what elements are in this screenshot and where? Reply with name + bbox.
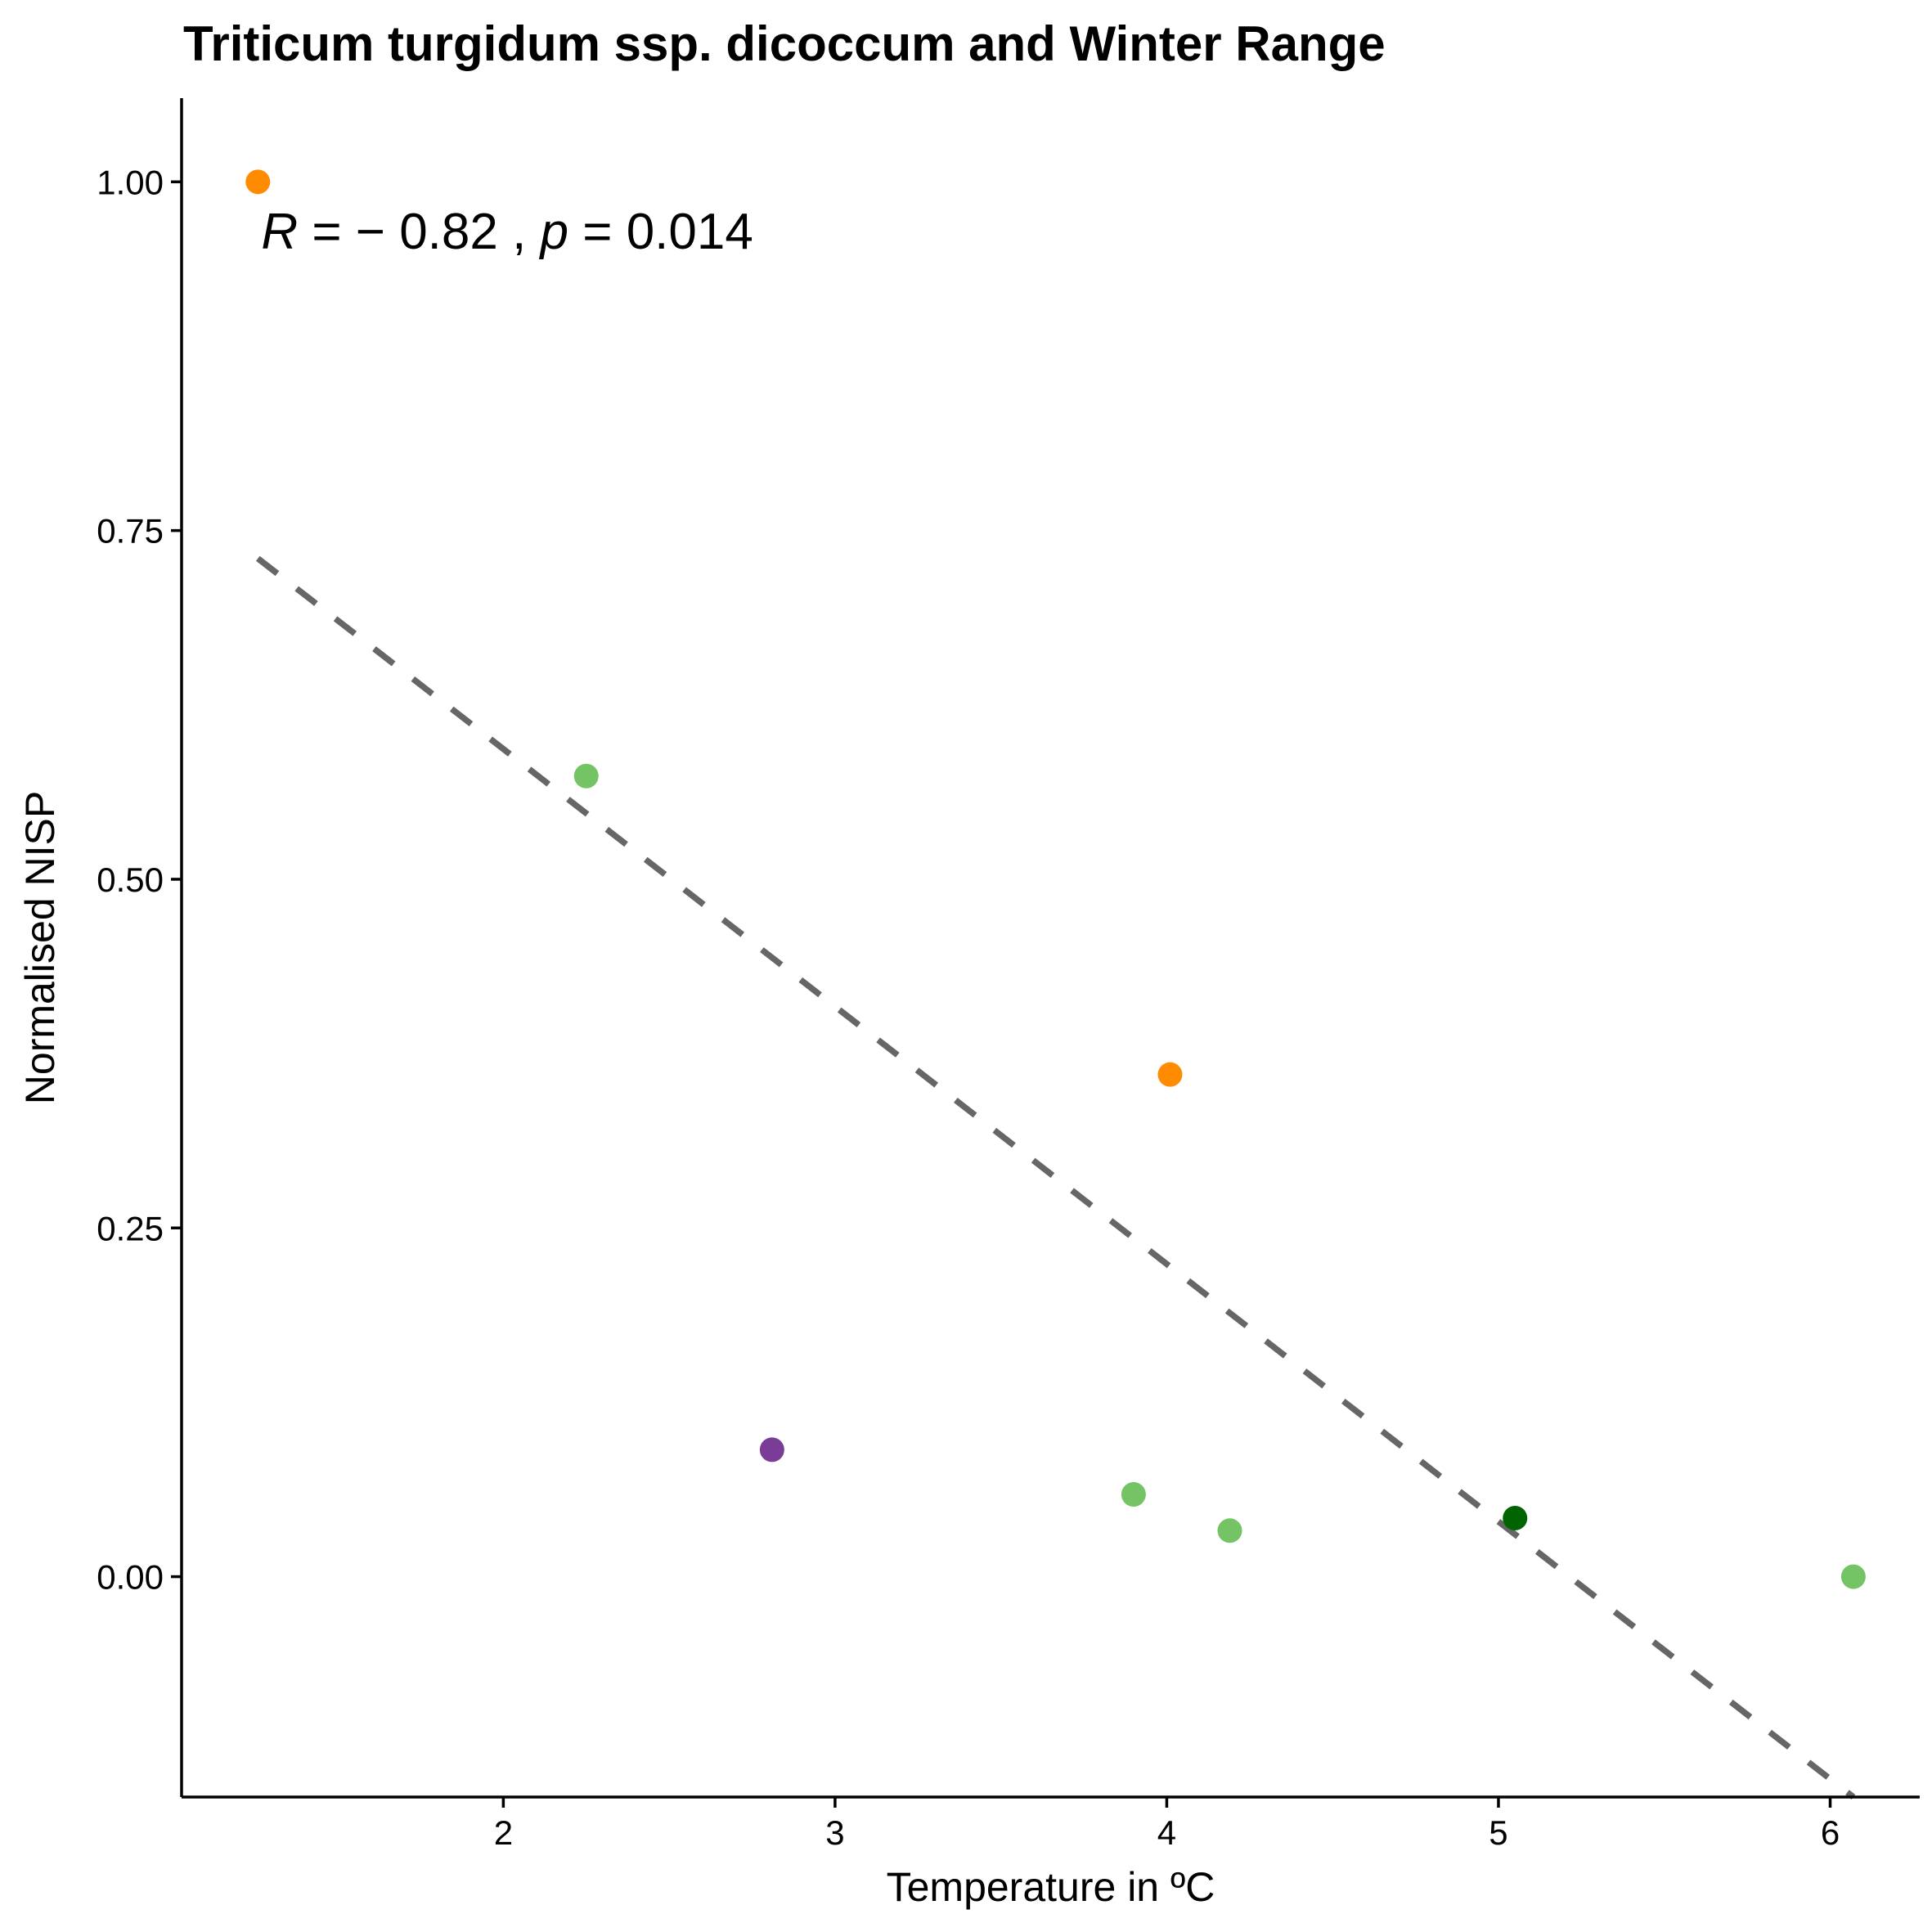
plot-area (245, 169, 1866, 1799)
annotation-r-value: = − 0.82 , (298, 204, 540, 260)
y-tick-label: 0.25 (97, 1209, 164, 1247)
data-point (1503, 1505, 1528, 1530)
x-tick-label: 3 (825, 1813, 844, 1852)
x-tick-label: 6 (1821, 1813, 1840, 1852)
x-tick-label: 5 (1489, 1813, 1507, 1852)
correlation-annotation: R = − 0.82 , p = 0.014 (261, 204, 753, 260)
y-tick-label: 0.50 (97, 860, 164, 899)
chart-title: Triticum turgidum ssp. dicoccum and Wint… (183, 16, 1386, 71)
fit-line-layer (255, 555, 1856, 1799)
data-point (245, 169, 271, 195)
regression-line (255, 555, 1856, 1799)
y-axis-ticks: 0.00 0.25 0.50 0.75 1.00 (97, 163, 182, 1597)
y-tick-label: 0.00 (97, 1558, 164, 1597)
data-point (1217, 1518, 1242, 1543)
data-point (759, 1437, 784, 1462)
x-tick-label: 2 (494, 1813, 513, 1852)
y-tick-label: 0.75 (97, 512, 164, 550)
x-tick-label: 4 (1157, 1813, 1176, 1852)
data-point (573, 763, 599, 789)
y-axis-title: Normalised NISP (17, 791, 63, 1104)
data-point (1157, 1062, 1183, 1087)
data-point (1121, 1481, 1146, 1507)
data-point (1840, 1564, 1866, 1589)
points-layer (245, 169, 1866, 1589)
annotation-r-symbol: R (261, 204, 298, 260)
x-axis-title: Temperature in ºC (887, 1864, 1215, 1910)
annotation-p-symbol: p (539, 204, 568, 260)
annotation-p-value: = 0.014 (568, 204, 753, 260)
y-tick-label: 1.00 (97, 163, 164, 201)
x-axis-ticks: 2 3 4 5 6 (494, 1797, 1840, 1852)
